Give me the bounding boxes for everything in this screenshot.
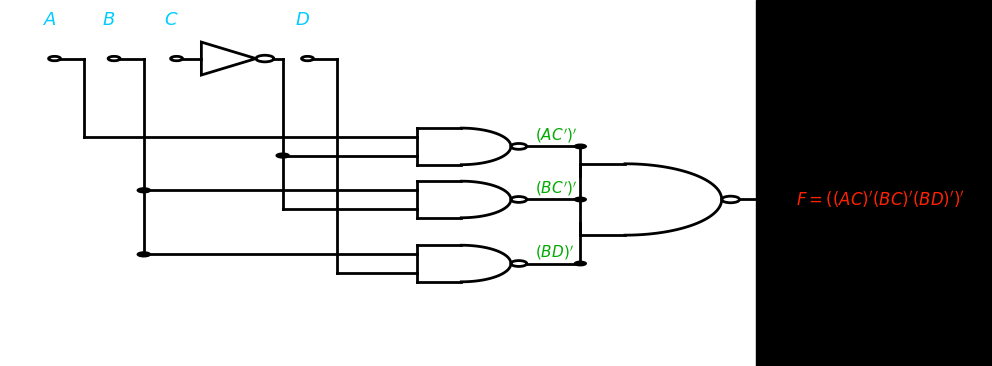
Circle shape: [137, 188, 151, 193]
Text: $(BD)'$: $(BD)'$: [535, 243, 573, 262]
Circle shape: [574, 197, 586, 202]
Circle shape: [276, 153, 290, 158]
Text: $\it{A}$: $\it{A}$: [43, 11, 57, 29]
Text: $\it{C}$: $\it{C}$: [165, 11, 179, 29]
Circle shape: [574, 261, 586, 266]
Text: $\it{B}$: $\it{B}$: [102, 11, 116, 29]
Text: $(AC')'$: $(AC')'$: [535, 126, 577, 145]
Circle shape: [137, 252, 151, 257]
Text: $(BC')'$: $(BC')'$: [535, 179, 577, 198]
Circle shape: [574, 144, 586, 149]
Text: $\it{D}$: $\it{D}$: [295, 11, 310, 29]
Text: $\mathit{F} = ((\mathit{AC})' (\mathit{BC})' (\mathit{BD})')'$: $\mathit{F} = ((\mathit{AC})' (\mathit{B…: [797, 189, 965, 210]
Bar: [756, 0, 992, 366]
